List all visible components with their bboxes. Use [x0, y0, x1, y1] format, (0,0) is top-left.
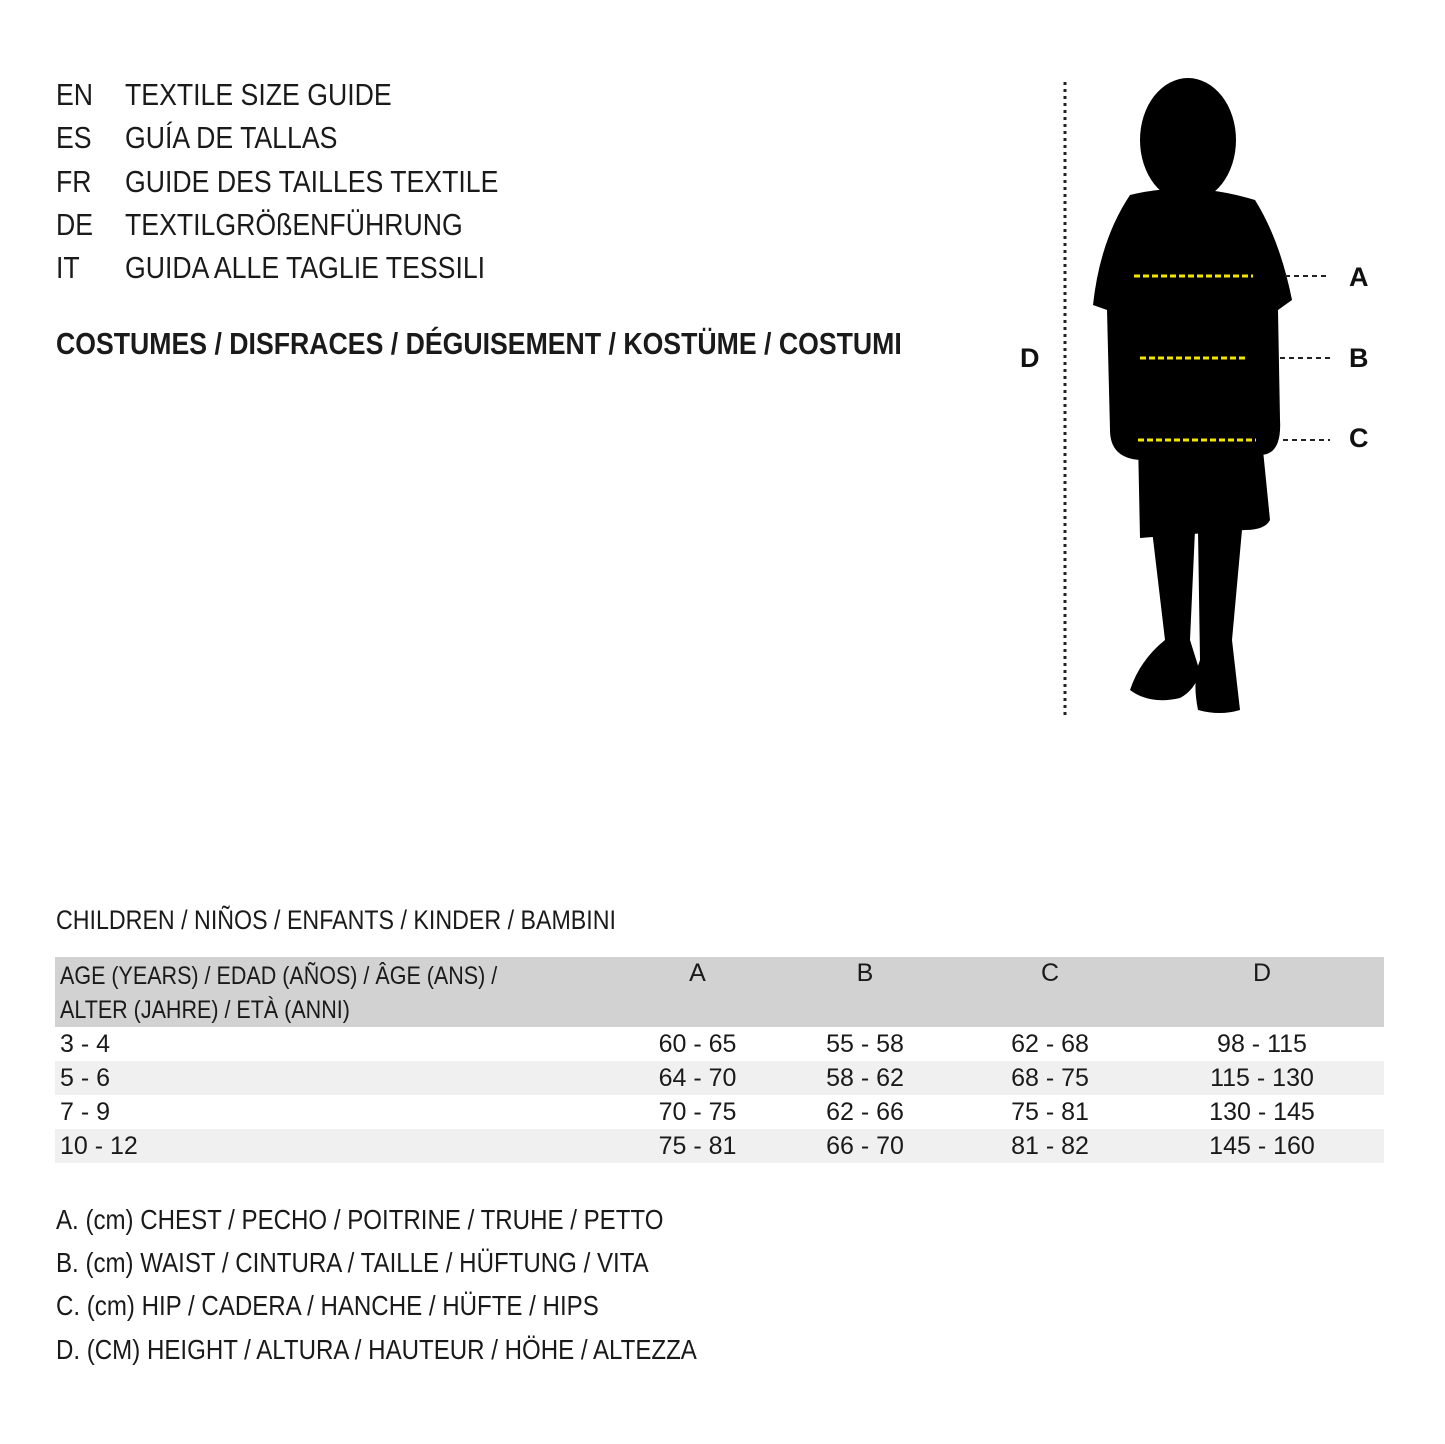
cell-b: 55 - 58	[826, 1029, 904, 1058]
header-c: C	[960, 957, 1140, 1027]
legend-a: A. (cm) CHEST / PECHO / POITRINE / TRUHE…	[56, 1204, 762, 1236]
header-age: AGE (YEARS) / EDAD (AÑOS) / ÂGE (ANS) / A…	[55, 957, 625, 1027]
cell-a: 64 - 70	[625, 1061, 770, 1095]
cell-age: 3 - 4	[60, 1029, 111, 1058]
cell-a: 75 - 81	[625, 1129, 770, 1163]
category-heading: COSTUMES / DISFRACES / DÉGUISEMENT / KOS…	[56, 326, 1039, 362]
legend-d: D. (CM) HEIGHT / ALTURA / HAUTEUR / HÖHE…	[56, 1334, 801, 1366]
header-age-line1: AGE (YEARS) / EDAD (AÑOS) / ÂGE (ANS) /	[60, 962, 498, 990]
measure-lines	[1134, 274, 1256, 442]
cell-b: 62 - 66	[826, 1097, 904, 1126]
cell-c: 81 - 82	[960, 1129, 1140, 1163]
lang-title: GUIDE DES TAILLES TEXTILE	[125, 164, 499, 199]
cell-d: 98 - 115	[1217, 1029, 1307, 1058]
legend-text: C. (cm) HIP / CADERA / HANCHE / HÜFTE / …	[56, 1290, 599, 1321]
table-row: 10 - 12 75 - 81 66 - 70 81 - 82 145 - 160	[55, 1129, 1384, 1163]
lang-title: TEXTILE SIZE GUIDE	[125, 77, 392, 112]
lang-code: ES	[56, 120, 92, 155]
header-b: B	[770, 957, 960, 1027]
lang-title: TEXTILGRÖßENFÜHRUNG	[125, 207, 463, 242]
lang-code: IT	[56, 250, 80, 285]
cell-d: 115 - 130	[1140, 1061, 1384, 1095]
header-age-line2: ALTER (JAHRE) / ETÀ (ANNI)	[60, 996, 350, 1024]
cell-age: 5 - 6	[55, 1061, 625, 1095]
lang-code: FR	[56, 164, 92, 199]
lang-title: GUÍA DE TALLAS	[125, 120, 338, 155]
cell-age: 7 - 9	[60, 1097, 111, 1126]
legend-b: B. (cm) WAIST / CINTURA / TAILLE / HÜFTU…	[56, 1247, 745, 1279]
table-row: 5 - 6 64 - 70 58 - 62 68 - 75 115 - 130	[55, 1061, 1384, 1095]
size-table: AGE (YEARS) / EDAD (AÑOS) / ÂGE (ANS) / A…	[55, 957, 1384, 1163]
table-row: 3 - 4 60 - 65 55 - 58 62 - 68 98 - 115	[55, 1027, 1384, 1061]
header-a: A	[625, 957, 770, 1027]
lang-code: EN	[56, 77, 94, 112]
child-silhouette-icon	[1093, 78, 1292, 713]
group-heading: CHILDREN / NIÑOS / ENFANTS / KINDER / BA…	[56, 905, 707, 936]
legend-text: D. (CM) HEIGHT / ALTURA / HAUTEUR / HÖHE…	[56, 1334, 697, 1365]
cell-b: 58 - 62	[770, 1061, 960, 1095]
legend-text: B. (cm) WAIST / CINTURA / TAILLE / HÜFTU…	[56, 1247, 649, 1278]
header-d: D	[1140, 957, 1384, 1027]
cell-a: 70 - 75	[658, 1097, 737, 1126]
label-c: C	[1349, 423, 1369, 453]
lang-code: DE	[56, 207, 94, 242]
label-a: A	[1349, 262, 1369, 292]
table-header: AGE (YEARS) / EDAD (AÑOS) / ÂGE (ANS) / A…	[55, 957, 1384, 1027]
category-text: COSTUMES / DISFRACES / DÉGUISEMENT / KOS…	[56, 326, 902, 361]
child-silhouette-figure: A B C D	[1020, 78, 1369, 715]
cell-d: 130 - 145	[1209, 1097, 1315, 1126]
lang-title: GUIDA ALLE TAGLIE TESSILI	[125, 250, 486, 285]
label-d: D	[1020, 343, 1040, 373]
cell-c: 62 - 68	[1011, 1029, 1089, 1058]
legend-text: A. (cm) CHEST / PECHO / POITRINE / TRUHE…	[56, 1204, 664, 1235]
cell-d: 145 - 160	[1140, 1129, 1384, 1163]
cell-a: 60 - 65	[658, 1029, 737, 1058]
group-text: CHILDREN / NIÑOS / ENFANTS / KINDER / BA…	[56, 905, 616, 935]
cell-c: 68 - 75	[960, 1061, 1140, 1095]
table-row: 7 - 9 70 - 75 62 - 66 75 - 81 130 - 145	[55, 1095, 1384, 1129]
cell-age: 10 - 12	[55, 1129, 625, 1163]
cell-c: 75 - 81	[1011, 1097, 1089, 1126]
legend-c: C. (cm) HIP / CADERA / HANCHE / HÜFTE / …	[56, 1290, 687, 1322]
label-b: B	[1349, 343, 1369, 373]
cell-b: 66 - 70	[770, 1129, 960, 1163]
